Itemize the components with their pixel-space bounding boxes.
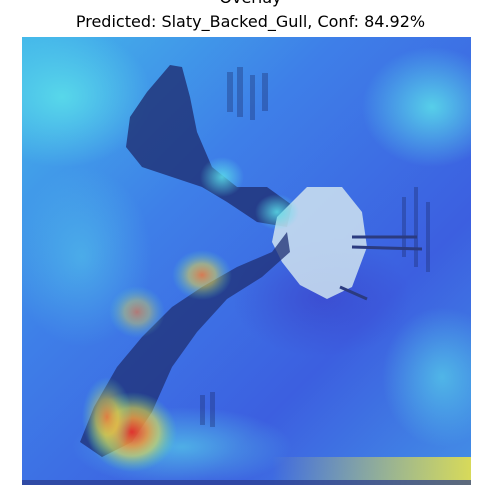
image-bottom-edge xyxy=(22,480,471,485)
prediction-subtitle: Predicted: Slaty_Backed_Gull, Conf: 84.9… xyxy=(75,12,426,31)
bird-upper-wing xyxy=(126,65,292,227)
background-text-marks xyxy=(200,67,430,427)
heatmap-cyan-region xyxy=(200,157,244,197)
heatmap-low-region xyxy=(232,237,412,357)
heatmap-warm-region xyxy=(82,377,132,457)
heatmap-warm-region xyxy=(172,250,232,300)
heatmap-cyan-region xyxy=(22,37,152,167)
bird-legs xyxy=(339,235,423,301)
heatmap-cyan-region xyxy=(255,194,299,230)
heatmap-cyan-region xyxy=(382,307,471,447)
overlay-image-frame xyxy=(22,37,471,485)
heatmap-overlay-image xyxy=(22,37,471,485)
heatmap-warm-region xyxy=(109,286,165,338)
figure-title: Overlay xyxy=(0,0,501,8)
heatmap-cyan-region xyxy=(362,47,471,167)
